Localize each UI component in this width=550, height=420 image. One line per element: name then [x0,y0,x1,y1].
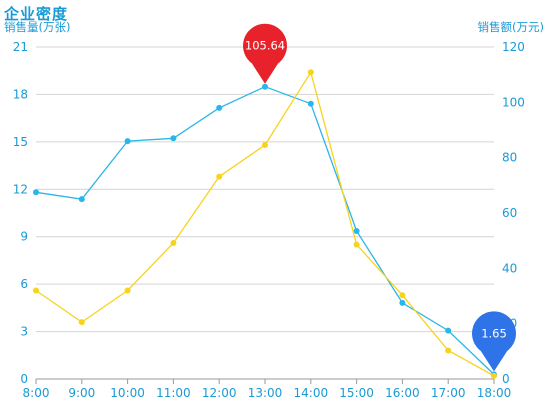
chart-title: 企业密度 [4,5,69,23]
data-point [216,173,223,180]
y-left-axis-title: 销售量(万张) [4,20,71,34]
x-tick-label: 14:00 [294,386,329,400]
pin-marker [243,23,287,84]
y-right-tick-label: 100 [502,95,525,109]
y-left-tick-label: 0 [20,372,28,386]
y-right-tick-label: 0 [502,372,510,386]
pin-marker-label: 105.64 [245,39,285,53]
data-point [353,241,360,248]
data-point [353,227,360,234]
y-right-tick-label: 120 [502,40,525,54]
data-point [399,299,406,306]
data-point [445,347,452,354]
data-point [33,287,39,294]
x-tick-label: 17:00 [431,386,466,400]
data-point [307,69,314,76]
y-left-tick-label: 15 [13,135,28,149]
x-tick-label: 12:00 [202,386,237,400]
y-right-tick-label: 60 [502,206,517,220]
y-left-tick-label: 3 [20,325,28,339]
pin-marker [472,311,516,372]
data-point [307,100,314,107]
y-left-tick-label: 21 [13,40,28,54]
data-point [445,327,452,334]
x-tick-label: 15:00 [339,386,374,400]
data-point [399,292,406,299]
data-point [262,142,268,149]
x-tick-label: 18:00 [477,386,512,400]
series-line [35,70,495,377]
pin-marker-label: 1.65 [481,326,507,340]
x-tick-label: 9:00 [68,386,95,400]
data-point [170,135,177,142]
data-point [33,189,39,196]
y-right-axis-title: 销售额(万元) [477,20,544,34]
data-point [262,83,268,90]
y-right-tick-label: 80 [502,151,517,165]
x-tick-label: 11:00 [156,386,191,400]
data-point [78,319,85,326]
y-left-tick-label: 6 [20,277,28,291]
data-point [491,372,497,379]
data-point [78,196,85,203]
data-point [124,138,131,145]
x-tick-label: 16:00 [385,386,420,400]
y-left-tick-label: 9 [20,230,28,244]
x-tick-label: 13:00 [248,386,283,400]
y-left-tick-label: 18 [13,87,28,101]
data-point [216,104,223,111]
x-tick-label: 10:00 [110,386,145,400]
x-tick-label: 8:00 [23,386,50,400]
y-right-tick-label: 40 [502,261,517,275]
data-point [124,287,131,294]
y-left-tick-label: 12 [13,182,28,196]
data-point [170,240,177,247]
